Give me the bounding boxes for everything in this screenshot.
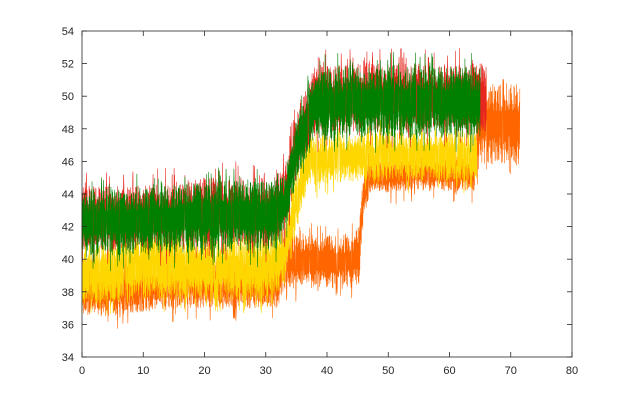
y-tick-label: 42 [62, 222, 74, 234]
y-tick-label: 40 [62, 254, 74, 266]
series-line-2 [81, 48, 487, 266]
x-tick-label: 40 [321, 365, 333, 377]
y-tick-label: 48 [62, 124, 74, 136]
x-tick-label: 10 [137, 365, 149, 377]
x-tick-label: 50 [382, 365, 394, 377]
y-tick-label: 50 [62, 91, 74, 103]
y-tick-label: 44 [62, 189, 74, 201]
x-tick-label: 60 [443, 365, 455, 377]
x-tick-label: 80 [566, 365, 578, 377]
y-tick-label: 34 [62, 352, 74, 364]
y-tick-label: 36 [62, 319, 74, 331]
series-layer [81, 48, 521, 329]
x-tick-label: 30 [260, 365, 272, 377]
y-tick-label: 54 [62, 26, 74, 38]
x-tick-label: 20 [198, 365, 210, 377]
x-tick-label: 0 [79, 365, 85, 377]
y-tick-label: 46 [62, 156, 74, 168]
y-tick-label: 52 [62, 59, 74, 71]
ticks-layer: 0 10 20 30 40 50 60 70 80 34 36 38 40 42 44 46 48 50 52 54 [62, 26, 578, 377]
x-tick-label: 70 [505, 365, 517, 377]
y-tick-label: 38 [62, 287, 74, 299]
series-line-3 [81, 51, 481, 272]
series-line-1 [81, 119, 478, 315]
